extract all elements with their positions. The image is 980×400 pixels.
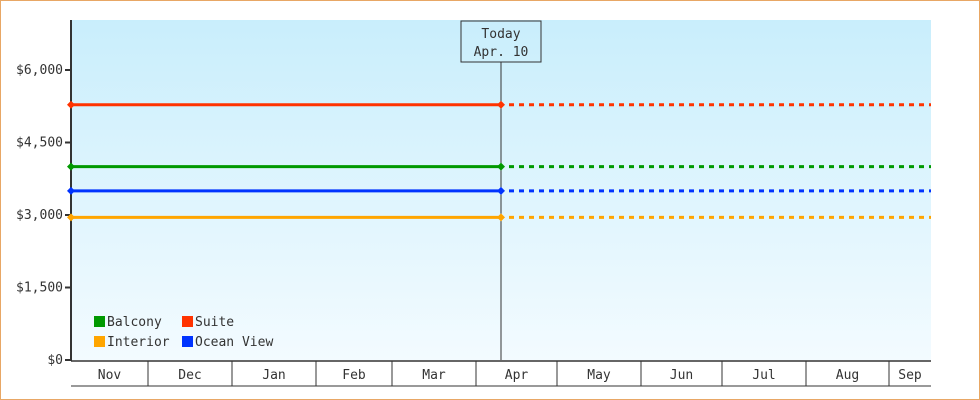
today-label: Today — [481, 27, 520, 42]
x-tick-label: Nov — [98, 368, 122, 383]
legend-swatch — [182, 316, 193, 327]
series-point — [67, 213, 75, 222]
y-tick-label: $0 — [47, 353, 63, 368]
x-tick-label: May — [587, 368, 611, 383]
x-tick-label: Apr — [505, 368, 529, 383]
legend-label: Suite — [195, 315, 234, 330]
legend-label: Ocean View — [195, 335, 273, 350]
legend-label: Balcony — [107, 315, 162, 330]
x-tick-label: Jul — [752, 368, 775, 383]
series-point — [67, 162, 75, 171]
series-point — [67, 100, 75, 109]
x-tick-label: Jun — [670, 368, 693, 383]
x-tick-label: Jan — [262, 368, 285, 383]
legend-swatch — [94, 316, 105, 327]
x-tick-label: Aug — [836, 368, 859, 383]
y-tick-label: $1,500 — [16, 281, 63, 296]
x-tick-label: Sep — [898, 368, 922, 383]
today-date: Apr. 10 — [474, 45, 529, 60]
series-point — [497, 100, 505, 109]
y-tick-label: $3,000 — [16, 208, 63, 223]
series-point — [497, 186, 505, 195]
x-tick-label: Mar — [422, 368, 446, 383]
legend-label: Interior — [107, 335, 170, 350]
legend-swatch — [94, 336, 105, 347]
legend-swatch — [182, 336, 193, 347]
today-box — [460, 20, 542, 63]
x-tick-label: Feb — [342, 368, 366, 383]
y-tick-label: $4,500 — [16, 136, 63, 151]
y-tick-label: $6,000 — [16, 63, 63, 78]
series-point — [67, 186, 75, 195]
series-point — [497, 213, 505, 222]
series-point — [497, 162, 505, 171]
x-tick-label: Dec — [178, 368, 201, 383]
